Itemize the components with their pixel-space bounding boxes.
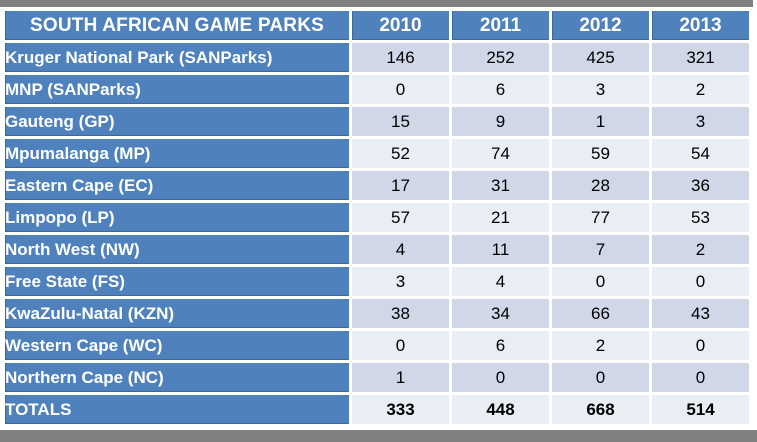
table-row-totals: TOTALS 333 448 668 514 — [5, 395, 749, 424]
row-label: North West (NW) — [5, 235, 349, 264]
table-row-kwazulu-natal: KwaZulu-Natal (KZN) 38 34 66 43 — [5, 299, 749, 328]
data-cell: 0 — [652, 331, 749, 360]
data-cell: 6 — [452, 331, 549, 360]
data-cell: 59 — [552, 139, 649, 168]
data-cell: 0 — [352, 331, 449, 360]
row-label: KwaZulu-Natal (KZN) — [5, 299, 349, 328]
totals-cell: 448 — [452, 395, 549, 424]
row-label: Eastern Cape (EC) — [5, 171, 349, 200]
table-row-free-state: Free State (FS) 3 4 0 0 — [5, 267, 749, 296]
data-cell: 2 — [552, 331, 649, 360]
row-label: Mpumalanga (MP) — [5, 139, 349, 168]
header-row: SOUTH AFRICAN GAME PARKS 2010 2011 2012 … — [5, 11, 749, 40]
data-cell: 4 — [352, 235, 449, 264]
data-cell: 425 — [552, 43, 649, 72]
data-cell: 7 — [552, 235, 649, 264]
column-header-2011: 2011 — [452, 11, 549, 40]
data-cell: 2 — [652, 75, 749, 104]
data-cell: 1 — [352, 363, 449, 392]
data-cell: 146 — [352, 43, 449, 72]
data-cell: 0 — [352, 75, 449, 104]
data-cell: 57 — [352, 203, 449, 232]
data-cell: 36 — [652, 171, 749, 200]
data-cell: 321 — [652, 43, 749, 72]
data-cell: 0 — [552, 363, 649, 392]
row-label: Gauteng (GP) — [5, 107, 349, 136]
data-cell: 3 — [552, 75, 649, 104]
totals-cell: 514 — [652, 395, 749, 424]
row-label: Limpopo (LP) — [5, 203, 349, 232]
bottom-divider-bar — [0, 430, 757, 442]
table-row-limpopo: Limpopo (LP) 57 21 77 53 — [5, 203, 749, 232]
data-cell: 77 — [552, 203, 649, 232]
data-cell: 6 — [452, 75, 549, 104]
totals-cell: 333 — [352, 395, 449, 424]
top-divider-bar — [0, 0, 753, 7]
data-cell: 3 — [652, 107, 749, 136]
table-row-north-west: North West (NW) 4 11 7 2 — [5, 235, 749, 264]
column-header-2012: 2012 — [552, 11, 649, 40]
game-parks-table: SOUTH AFRICAN GAME PARKS 2010 2011 2012 … — [2, 8, 752, 427]
data-cell: 0 — [652, 363, 749, 392]
data-cell: 252 — [452, 43, 549, 72]
data-cell: 53 — [652, 203, 749, 232]
data-cell: 54 — [652, 139, 749, 168]
data-cell: 17 — [352, 171, 449, 200]
table-row-mpumalanga: Mpumalanga (MP) 52 74 59 54 — [5, 139, 749, 168]
column-header-2010: 2010 — [352, 11, 449, 40]
data-cell: 34 — [452, 299, 549, 328]
table-title: SOUTH AFRICAN GAME PARKS — [5, 11, 349, 40]
row-label: Western Cape (WC) — [5, 331, 349, 360]
data-cell: 0 — [452, 363, 549, 392]
data-cell: 11 — [452, 235, 549, 264]
data-cell: 3 — [352, 267, 449, 296]
data-cell: 9 — [452, 107, 549, 136]
row-label: Kruger National Park (SANParks) — [5, 43, 349, 72]
data-cell: 52 — [352, 139, 449, 168]
table-row-gauteng: Gauteng (GP) 15 9 1 3 — [5, 107, 749, 136]
data-cell: 31 — [452, 171, 549, 200]
data-cell: 74 — [452, 139, 549, 168]
data-cell: 38 — [352, 299, 449, 328]
row-label: MNP (SANParks) — [5, 75, 349, 104]
data-cell: 4 — [452, 267, 549, 296]
totals-cell: 668 — [552, 395, 649, 424]
data-cell: 0 — [552, 267, 649, 296]
data-cell: 28 — [552, 171, 649, 200]
data-cell: 0 — [652, 267, 749, 296]
table-row-mnp: MNP (SANParks) 0 6 3 2 — [5, 75, 749, 104]
row-label: Northern Cape (NC) — [5, 363, 349, 392]
data-cell: 66 — [552, 299, 649, 328]
data-cell: 43 — [652, 299, 749, 328]
data-cell: 2 — [652, 235, 749, 264]
table-row-western-cape: Western Cape (WC) 0 6 2 0 — [5, 331, 749, 360]
table-row-kruger: Kruger National Park (SANParks) 146 252 … — [5, 43, 749, 72]
row-label: Free State (FS) — [5, 267, 349, 296]
data-cell: 21 — [452, 203, 549, 232]
column-header-2013: 2013 — [652, 11, 749, 40]
data-cell: 15 — [352, 107, 449, 136]
totals-label: TOTALS — [5, 395, 349, 424]
table-row-northern-cape: Northern Cape (NC) 1 0 0 0 — [5, 363, 749, 392]
data-cell: 1 — [552, 107, 649, 136]
table-row-eastern-cape: Eastern Cape (EC) 17 31 28 36 — [5, 171, 749, 200]
